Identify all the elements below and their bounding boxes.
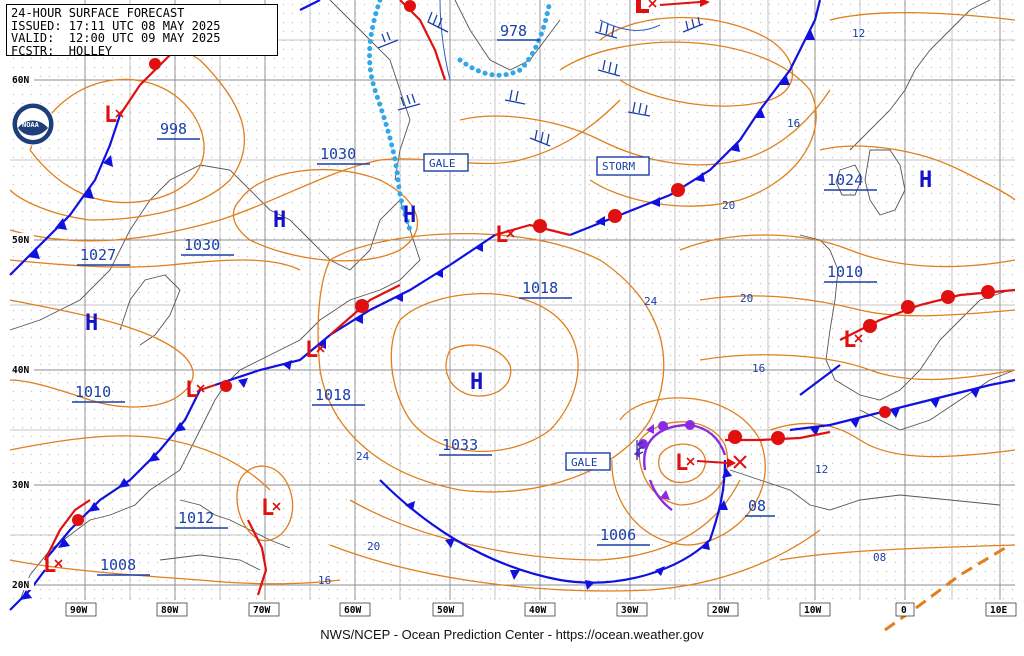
forecaster: FCSTR: HOLLEY — [11, 43, 113, 58]
pressure-label: 08 — [748, 497, 766, 515]
valid-time: VALID: 12:00 UTC 09 MAY 2025 — [11, 31, 221, 45]
pressure-label: 998 — [160, 120, 187, 138]
thickness-labels: 12 16 20 24 20 16 12 24 20 16 08 — [318, 27, 886, 587]
occluded-front — [634, 420, 727, 511]
low-pressure-center: L — [185, 378, 198, 403]
low-pressure-center: L — [104, 103, 117, 128]
wind-barbs — [377, 11, 704, 460]
pressure-label: 1006 — [600, 526, 636, 544]
lat-lon-grid — [10, 0, 1015, 600]
low-pressure-center: L — [43, 553, 56, 578]
lon-label-20w: 20W — [712, 605, 729, 616]
lon-label-70w: 70W — [253, 605, 270, 616]
thickness-label: 20 — [722, 199, 735, 212]
thickness-label: 16 — [787, 117, 800, 130]
low-center-markers — [54, 0, 863, 568]
longitude-labels: 90W 80W 70W 60W 50W 40W 30W 20W 10W 0 10… — [65, 602, 1017, 617]
lat-label-50n: 50N — [12, 235, 29, 246]
pressure-label: 1010 — [75, 383, 111, 401]
map-background — [10, 0, 1015, 600]
thickness-label: 24 — [356, 450, 370, 463]
pressure-label: 1010 — [827, 263, 863, 281]
thickness-label: 16 — [318, 574, 331, 587]
pressure-label: 1012 — [178, 509, 214, 527]
gale-warning-label: GALE — [429, 157, 456, 170]
high-pressure-center: H — [273, 208, 286, 233]
thickness-label: 12 — [815, 463, 828, 476]
footer-credit: NWS/NCEP - Ocean Prediction Center - htt… — [320, 627, 704, 642]
low-centers: L L L L L L L L — [43, 103, 856, 578]
lon-label-50w: 50W — [437, 605, 454, 616]
pressure-label: 1018 — [522, 279, 558, 297]
thickness-label: 20 — [367, 540, 380, 553]
low-l-glyph-top — [636, 0, 649, 13]
storm-warning-label: STORM — [602, 160, 635, 173]
lon-label-10e: 10E — [990, 605, 1007, 616]
lon-label-80w: 80W — [161, 605, 178, 616]
lat-label-30n: 30N — [12, 480, 29, 491]
isobars — [439, 0, 661, 81]
thickness-contours — [9, 11, 1016, 592]
lat-label-60n: 60N — [12, 75, 29, 86]
storm-motion-arrows — [659, 0, 747, 469]
issued-time: ISSUED: 17:11 UTC 08 MAY 2025 — [11, 18, 221, 33]
low-pressure-center: L — [261, 496, 274, 521]
low-pressure-center: L — [843, 328, 856, 353]
thickness-label: 20 — [740, 292, 753, 305]
lon-label-10w: 10W — [804, 605, 821, 616]
ice-edge — [367, 0, 553, 233]
pressure-label: 1030 — [184, 236, 220, 254]
low-pressure-center: L — [305, 338, 318, 363]
high-pressure-center: H — [919, 168, 932, 193]
pressure-label: 1024 — [827, 171, 863, 189]
pressure-label: 1018 — [315, 386, 351, 404]
warm-front-bumps — [72, 0, 995, 526]
thickness-label: 24 — [644, 295, 658, 308]
lon-label-40w: 40W — [529, 605, 546, 616]
pressure-label: 1027 — [80, 246, 116, 264]
thickness-label: 16 — [752, 362, 765, 375]
pressure-labels: 978 998 1030 1030 1027 1024 1010 1018 10… — [72, 22, 877, 576]
pressure-label: 1008 — [100, 556, 136, 574]
lat-label-20n: 20N — [12, 580, 29, 591]
lon-label-30w: 30W — [621, 605, 638, 616]
pressure-label: 978 — [500, 22, 527, 40]
low-pressure-center: L — [495, 223, 508, 248]
high-pressure-center: H — [85, 311, 98, 336]
noaa-logo-text: NOAA — [22, 121, 40, 129]
lat-label-40n: 40N — [12, 365, 29, 376]
cold-front-barbs — [20, 30, 980, 600]
thickness-label: 12 — [852, 27, 865, 40]
low-pressure-center: L — [675, 451, 688, 476]
forecast-info-box: 24-HOUR SURFACE FORECAST ISSUED: 17:11 U… — [6, 4, 278, 58]
high-pressure-center: H — [470, 370, 483, 395]
noaa-logo: NOAA — [11, 102, 55, 146]
thickness-label: 08 — [873, 551, 886, 564]
pressure-label: 1030 — [320, 145, 356, 163]
warning-labels: GALE STORM GALE — [423, 153, 650, 471]
lon-label-0: 0 — [901, 605, 907, 616]
dashed-trough — [884, 543, 1011, 632]
high-pressure-center: H — [403, 203, 416, 228]
latitude-labels: 60N 50N 40N 30N 20N — [10, 73, 34, 591]
forecast-title: 24-HOUR SURFACE FORECAST — [11, 6, 185, 20]
pressure-label: 1033 — [442, 436, 478, 454]
high-centers: H H H H H — [85, 168, 932, 395]
gale-warning-label: GALE — [571, 456, 598, 469]
lon-label-90w: 90W — [70, 605, 87, 616]
lon-label-60w: 60W — [344, 605, 361, 616]
